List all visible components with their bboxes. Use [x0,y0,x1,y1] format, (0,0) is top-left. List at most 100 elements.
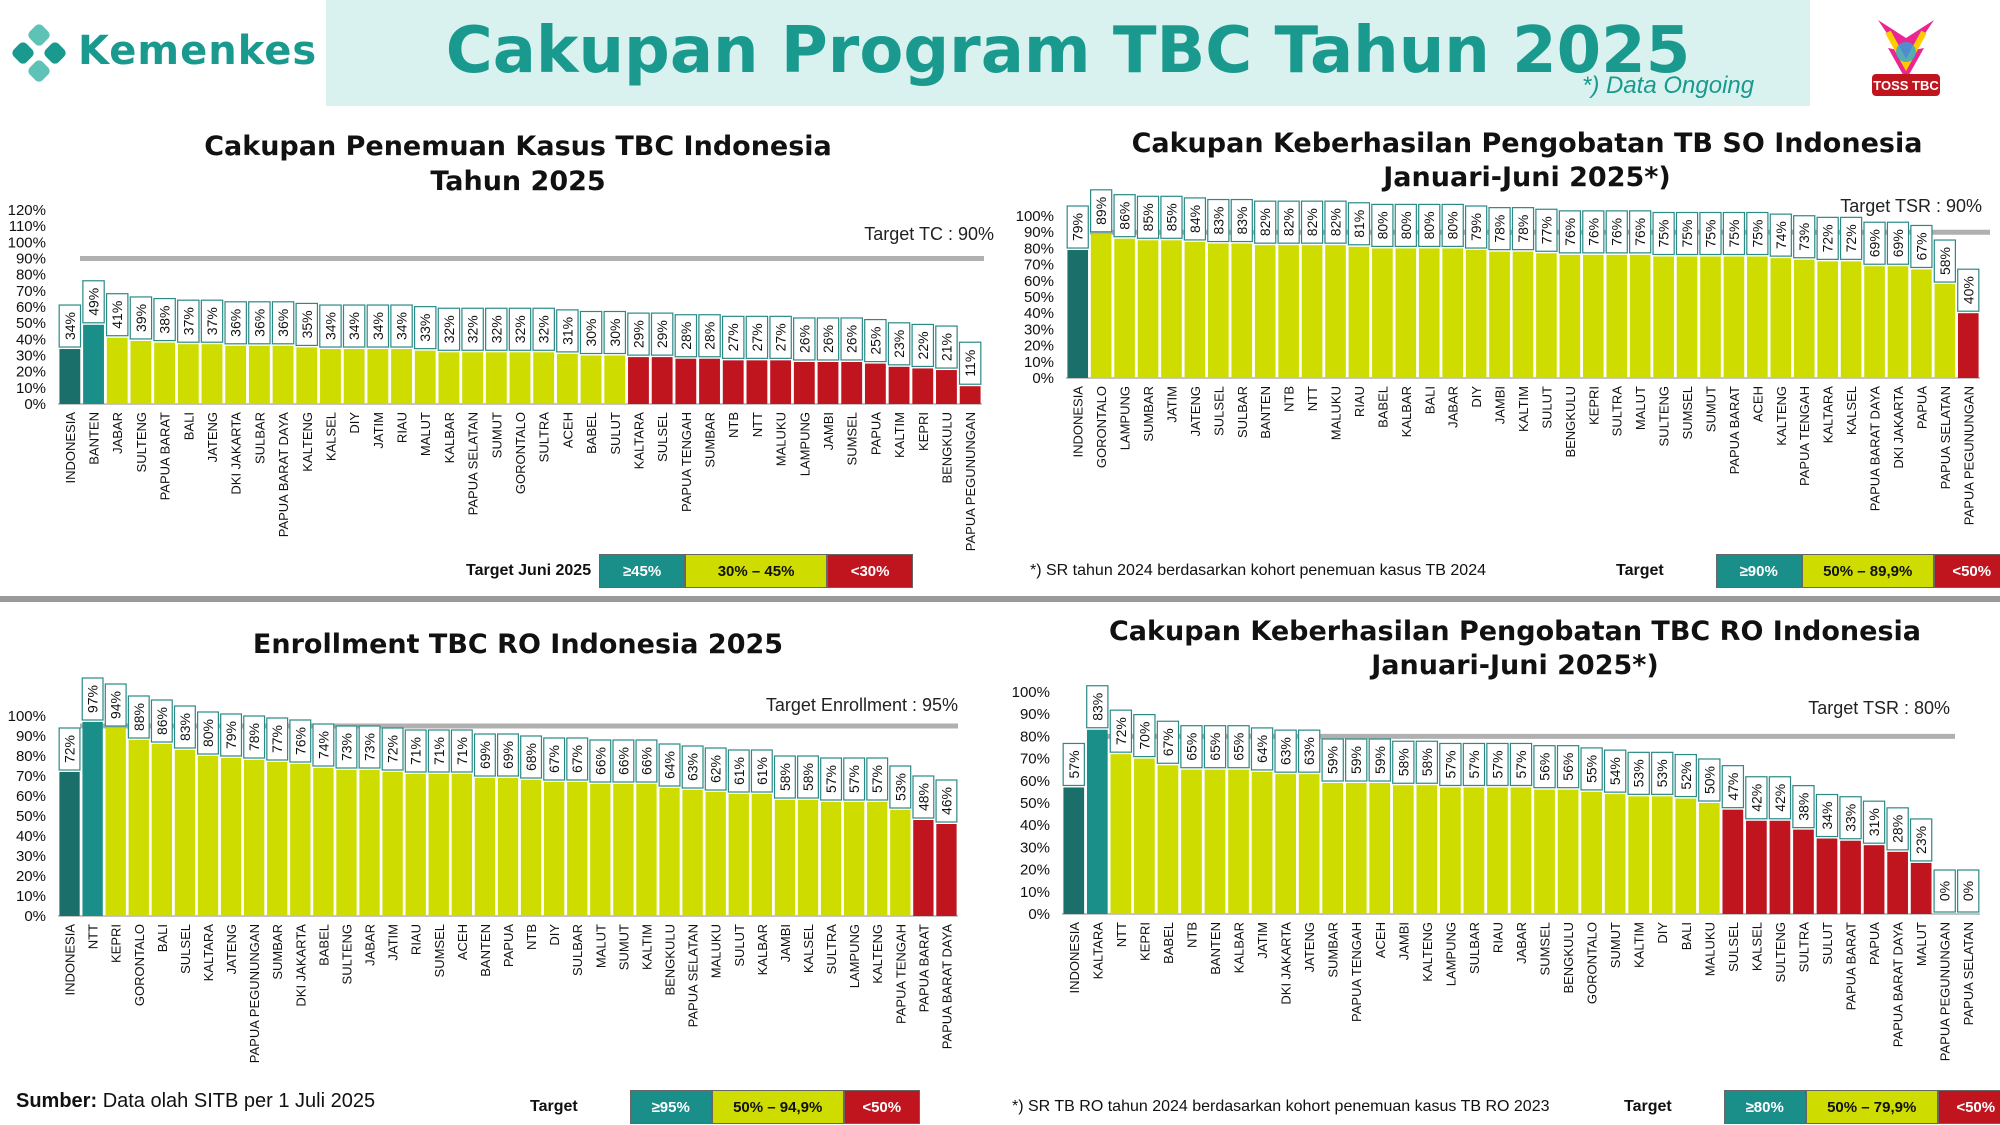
data-label: 27% [725,323,741,351]
data-label: 72% [385,735,401,763]
data-label-box [1300,200,1324,244]
bar-jambi [817,361,839,404]
data-label: 59% [1348,746,1364,774]
category-label: JABAR [1446,386,1461,428]
bar-babel [1372,248,1393,378]
bar-lampung [1440,787,1461,914]
category-label: SULTRA [824,924,839,975]
bar-jateng [201,344,223,404]
data-label-box [1180,725,1203,769]
bar-babel [1157,765,1179,914]
bar-sulut [728,794,749,916]
category-label: NTB [1282,386,1297,412]
data-label: 28% [702,322,718,350]
data-label-box [1933,869,1956,913]
data-label-box [750,749,773,793]
y-tick-label: 60% [16,788,46,805]
bar-kalbar [438,352,460,404]
bar-bali [1675,798,1697,914]
category-label: BABEL [584,412,599,454]
data-label-box [450,729,473,773]
data-label: 76% [1562,218,1578,246]
legend-chart-3: Target ≥95% 50% – 94,9% <50% [530,1090,920,1124]
category-label: KEPRI [109,924,124,963]
bar-kaltara [1086,729,1108,914]
bar-sultra [820,802,842,916]
bar-papua-tengah [1345,783,1367,914]
bar-kalbar [1395,248,1417,378]
legend-low: <50% [1933,554,2000,588]
section-divider [0,596,2000,602]
bar-jabar [106,337,128,404]
data-label: 34% [62,312,78,340]
data-label-box [912,775,935,819]
bar-ntb [1278,245,1299,378]
data-label: 75% [1702,219,1718,247]
data-label: 28% [678,322,694,350]
data-label-box [658,743,681,787]
bar-sumsel [1534,789,1555,914]
data-label: 32% [488,315,504,343]
data-label-box [1090,189,1113,233]
data-label: 29% [630,320,646,348]
y-tick-label: 70% [1024,257,1054,274]
y-tick-label: 50% [1020,795,1050,812]
category-label: ACEH [560,412,575,448]
data-label-box [1183,197,1207,241]
y-tick-label: 50% [16,315,46,332]
data-label: 38% [1795,793,1811,821]
legend-mid: 50% – 79,9% [1805,1090,1938,1124]
data-label: 26% [796,325,812,353]
category-label: BALI [1679,922,1694,950]
data-label-box [1533,745,1556,789]
data-label: 65% [1183,733,1199,761]
data-label: 72% [1843,224,1859,252]
data-label-box [1347,202,1371,246]
data-label: 47% [1725,773,1741,801]
category-label: PAPUA BARAT [1727,386,1742,474]
bar-diy [343,349,365,404]
bar-jateng [220,758,242,916]
data-label: 34% [1819,802,1835,830]
data-label: 63% [1301,737,1317,765]
category-label: KALSEL [1749,922,1764,971]
bar-kalteng [867,802,888,916]
category-label: JATIM [1164,386,1179,423]
category-label: KALTARA [1090,922,1105,980]
toss-tbc-badge-icon: TOSS TBC [1872,20,1940,96]
bar-sumsel [428,774,449,916]
bar-papua-barat-daya [1887,851,1908,914]
y-tick-label: 90% [1020,706,1050,723]
data-label: 71% [431,737,447,765]
bar-lampung [793,361,815,404]
data-label-box [1160,195,1183,239]
category-label: JAMBI [1493,386,1508,424]
category-label: JATENG [205,412,220,462]
category-label: BALI [1422,386,1437,414]
bar-lampung [1114,238,1135,378]
data-label: 37% [180,307,196,335]
data-label-box [1957,268,1980,312]
data-label: 89% [1093,197,1109,225]
data-label: 73% [338,733,354,761]
y-tick-label: 20% [16,364,46,381]
data-label: 31% [559,317,575,345]
bar-sumbar [699,358,720,404]
data-label: 32% [465,315,481,343]
bar-gorontalo [509,352,531,404]
bar-dki-jakarta [225,345,247,404]
data-label: 79% [1070,213,1086,241]
data-label: 80% [1398,211,1414,239]
y-tick-label: 80% [16,748,46,765]
bar-ntb [722,360,744,404]
data-label: 76% [1632,218,1648,246]
category-label: GORONTALO [513,412,528,494]
data-label-box [127,695,150,739]
data-label-box [58,727,81,771]
bar-aceh [1747,256,1768,378]
bar-papua-selatan [462,352,484,404]
data-label-box [358,725,381,769]
category-label: PAPUA [1914,386,1929,429]
data-label-box [1746,211,1769,256]
data-label: 63% [685,753,701,781]
